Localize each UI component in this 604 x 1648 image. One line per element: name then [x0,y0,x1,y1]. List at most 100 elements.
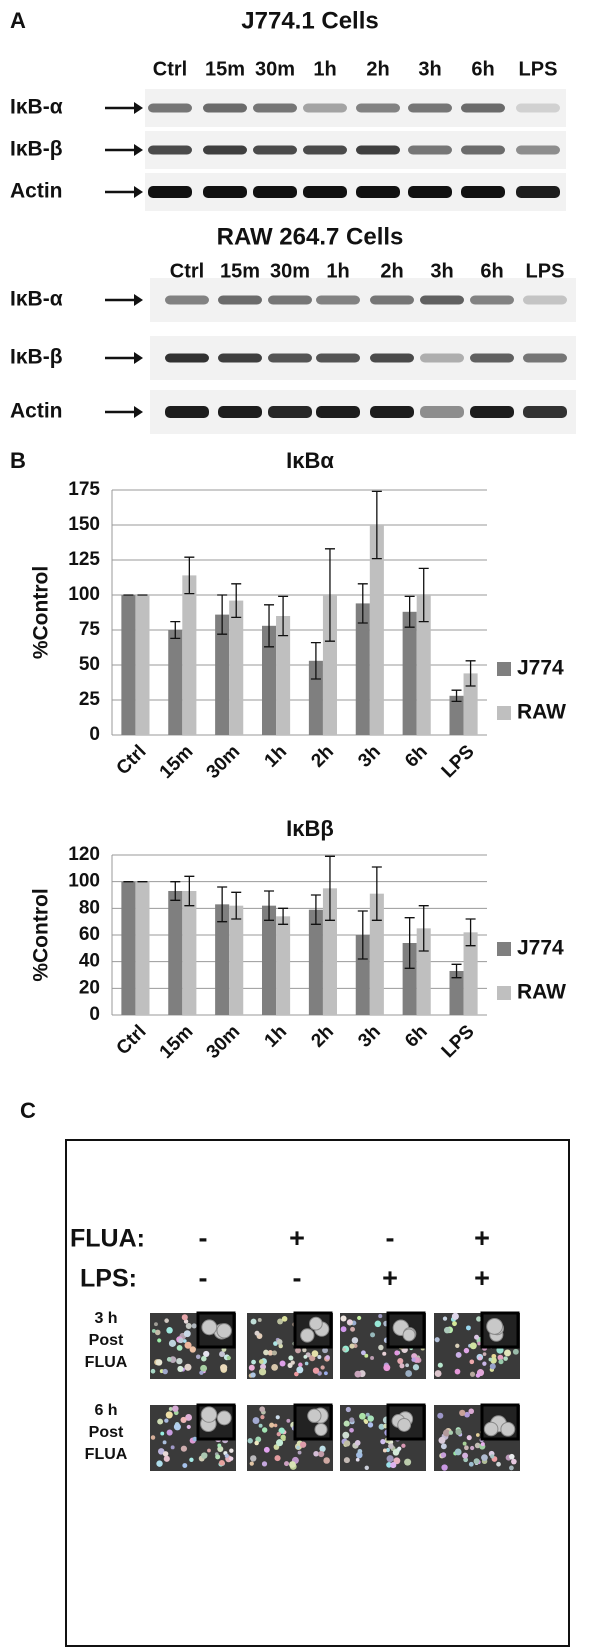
cell [367,1415,374,1422]
legend-swatch [497,942,511,956]
row-label: FLUA [85,1446,128,1463]
cell [357,1448,363,1454]
cell [276,1338,283,1345]
cell [455,1343,460,1348]
band [316,406,360,418]
condition-label: FLUA: [70,1225,145,1253]
cell [288,1355,294,1361]
cell [464,1445,469,1451]
cell [207,1448,211,1453]
band [165,295,209,305]
cell [183,1330,191,1338]
cell [401,1443,406,1448]
cell [482,1352,487,1356]
cell [397,1446,402,1451]
cell [165,1411,173,1419]
bar [121,881,136,1015]
bar [168,630,183,735]
row-label: Post [89,1424,124,1441]
cell [275,1415,280,1420]
condition-sign: - [293,1263,302,1293]
row-label: Actin [10,400,63,423]
error-bar [324,548,335,642]
cell [399,1363,405,1369]
cell [297,1450,302,1455]
cell [217,1446,224,1453]
cell [275,1439,284,1447]
cell [164,1318,169,1323]
cell [323,1371,328,1376]
cell [154,1322,158,1327]
cell [357,1315,362,1321]
cell [271,1350,278,1356]
cell [317,1355,322,1360]
band [408,186,452,198]
cell [263,1349,269,1356]
y-tick-label: 125 [68,549,100,570]
cell [354,1439,361,1446]
x-tick-label: LPS [438,1021,479,1062]
cell [343,1457,350,1464]
bar [416,928,431,1015]
cell [482,1361,487,1366]
cell [166,1429,173,1436]
cell [294,1371,299,1377]
x-tick-label: 30m [203,1021,245,1063]
band [316,353,360,363]
cell [455,1428,462,1436]
cell [448,1430,454,1435]
band [523,353,567,363]
cell [184,1363,192,1371]
y-tick-label: 120 [68,844,100,865]
band [516,145,560,155]
cell [469,1371,476,1377]
band [356,186,400,198]
band [516,186,560,198]
cell [258,1368,267,1376]
cell [347,1319,353,1325]
band [470,353,514,363]
bar [463,932,478,1015]
cell [364,1353,369,1358]
cell [254,1440,259,1446]
arrow-head [134,102,143,114]
cell [274,1455,281,1462]
cell [155,1359,163,1366]
cell [302,1347,307,1353]
cell [343,1420,350,1427]
cell [176,1344,183,1351]
cell [229,1448,234,1453]
bar [402,943,417,1015]
arrow-head [134,186,143,198]
cell [267,1350,274,1356]
band [316,295,360,305]
bar [322,595,337,735]
bar [168,891,183,1015]
cell [157,1448,165,1455]
band [408,103,452,113]
cell [511,1458,517,1465]
condition-sign: - [386,1223,395,1253]
y-tick-label: 40 [79,951,100,972]
x-tick-label: 1h [261,741,292,772]
x-tick-label: 3h [354,1021,385,1052]
band [420,406,464,418]
micrograph [247,1403,333,1471]
cell [412,1364,420,1371]
error-bar [217,886,228,923]
cell [296,1366,304,1374]
cell [370,1355,375,1360]
inset-cell [201,1319,218,1336]
cell [217,1443,222,1448]
blot-title: RAW 264.7 Cells [217,223,404,250]
cell [365,1412,370,1417]
lane-label: Ctrl [153,58,187,80]
arrow-head [134,144,143,156]
error-bar [184,556,195,595]
band [218,406,262,418]
band [370,406,414,418]
cell [474,1334,480,1340]
cell [454,1368,461,1375]
micrograph [247,1311,333,1379]
cell [261,1427,268,1433]
